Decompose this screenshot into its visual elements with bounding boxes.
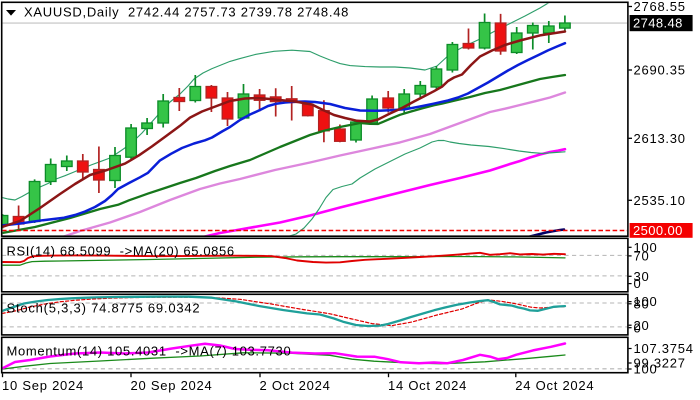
svg-text:RSI(14) 68.5099 ->MA(20) 65.0: RSI(14) 68.5099 ->MA(20) 65.0856 [7,243,235,258]
svg-text:XAUUSD,Daily 2742.44 2757.73: XAUUSD,Daily 2742.44 2757.73 2739.78 274… [24,5,349,20]
svg-text:2535.10: 2535.10 [634,193,686,208]
svg-text:2768.55: 2768.55 [634,0,686,14]
svg-text:107.3754: 107.3754 [634,341,694,356]
svg-text:24 Oct 2024: 24 Oct 2024 [515,378,594,393]
svg-text:70: 70 [634,249,650,264]
svg-text:100: 100 [634,362,658,377]
svg-text:Stoch(5,3,3) 74.8775 69.0342: Stoch(5,3,3) 74.8775 69.0342 [7,300,201,315]
svg-text:100: 100 [634,294,658,309]
svg-text:80: 80 [634,296,650,311]
svg-text:20: 20 [634,318,650,333]
svg-text:0: 0 [634,320,642,335]
svg-text:2 Oct 2024: 2 Oct 2024 [260,378,331,393]
svg-text:10 Sep 2024: 10 Sep 2024 [2,378,84,393]
svg-text:2500.00: 2500.00 [633,223,683,238]
svg-text:Momentum(14) 105.4031 ->MA(7): Momentum(14) 105.4031 ->MA(7) 103.7730 [7,343,292,358]
svg-text:30: 30 [634,269,650,284]
svg-text:2613.30: 2613.30 [634,131,686,146]
svg-text:0: 0 [634,276,642,291]
svg-text:100: 100 [634,240,658,255]
svg-text:20 Sep 2024: 20 Sep 2024 [131,378,213,393]
svg-text:2748.48: 2748.48 [633,16,683,31]
svg-text:14 Oct 2024: 14 Oct 2024 [388,378,467,393]
svg-text:2690.35: 2690.35 [634,63,686,78]
svg-text:99.3227: 99.3227 [634,356,686,371]
